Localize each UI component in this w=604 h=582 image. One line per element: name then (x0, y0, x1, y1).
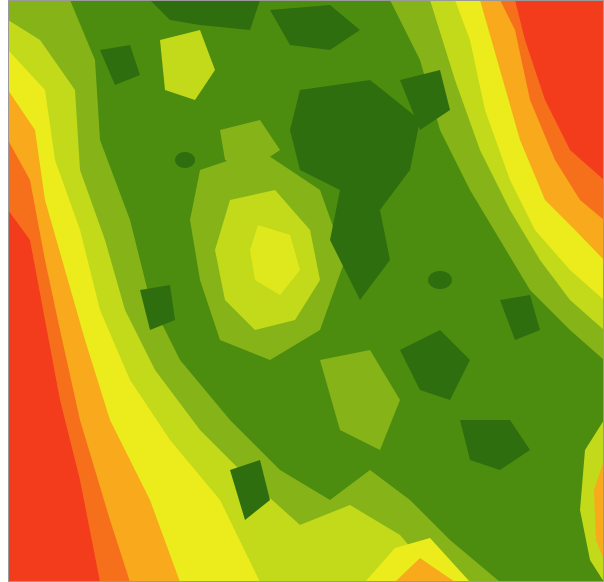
patch-yellow-green (160, 30, 215, 100)
patch-dark-green (140, 285, 175, 330)
patch-dark-green (460, 420, 530, 470)
left-bands (8, 0, 500, 582)
patch-dark-green (230, 460, 270, 520)
light-patches (160, 30, 400, 450)
patch-light-green (320, 350, 400, 450)
patch-light-green (220, 120, 280, 170)
patch-dark-green (290, 80, 420, 300)
patch-dark-green (150, 0, 260, 30)
band-red (8, 210, 100, 582)
patch-dark-green (270, 5, 360, 50)
patch-yellow (250, 225, 300, 295)
band-red (515, 0, 604, 180)
bottom-bands (365, 538, 470, 582)
patch-dark-green (330, 140, 375, 175)
patch-dark-green (400, 70, 450, 130)
band-yellow (365, 538, 470, 582)
patch-dark-green (428, 271, 452, 289)
patch-dark-green (400, 330, 470, 400)
patch-dark-green (500, 295, 540, 340)
patch-dark-green (175, 152, 195, 168)
dark-patches (100, 0, 540, 520)
band-orange (395, 558, 455, 582)
band-orange (594, 460, 604, 560)
patch-dark-green (100, 45, 140, 85)
